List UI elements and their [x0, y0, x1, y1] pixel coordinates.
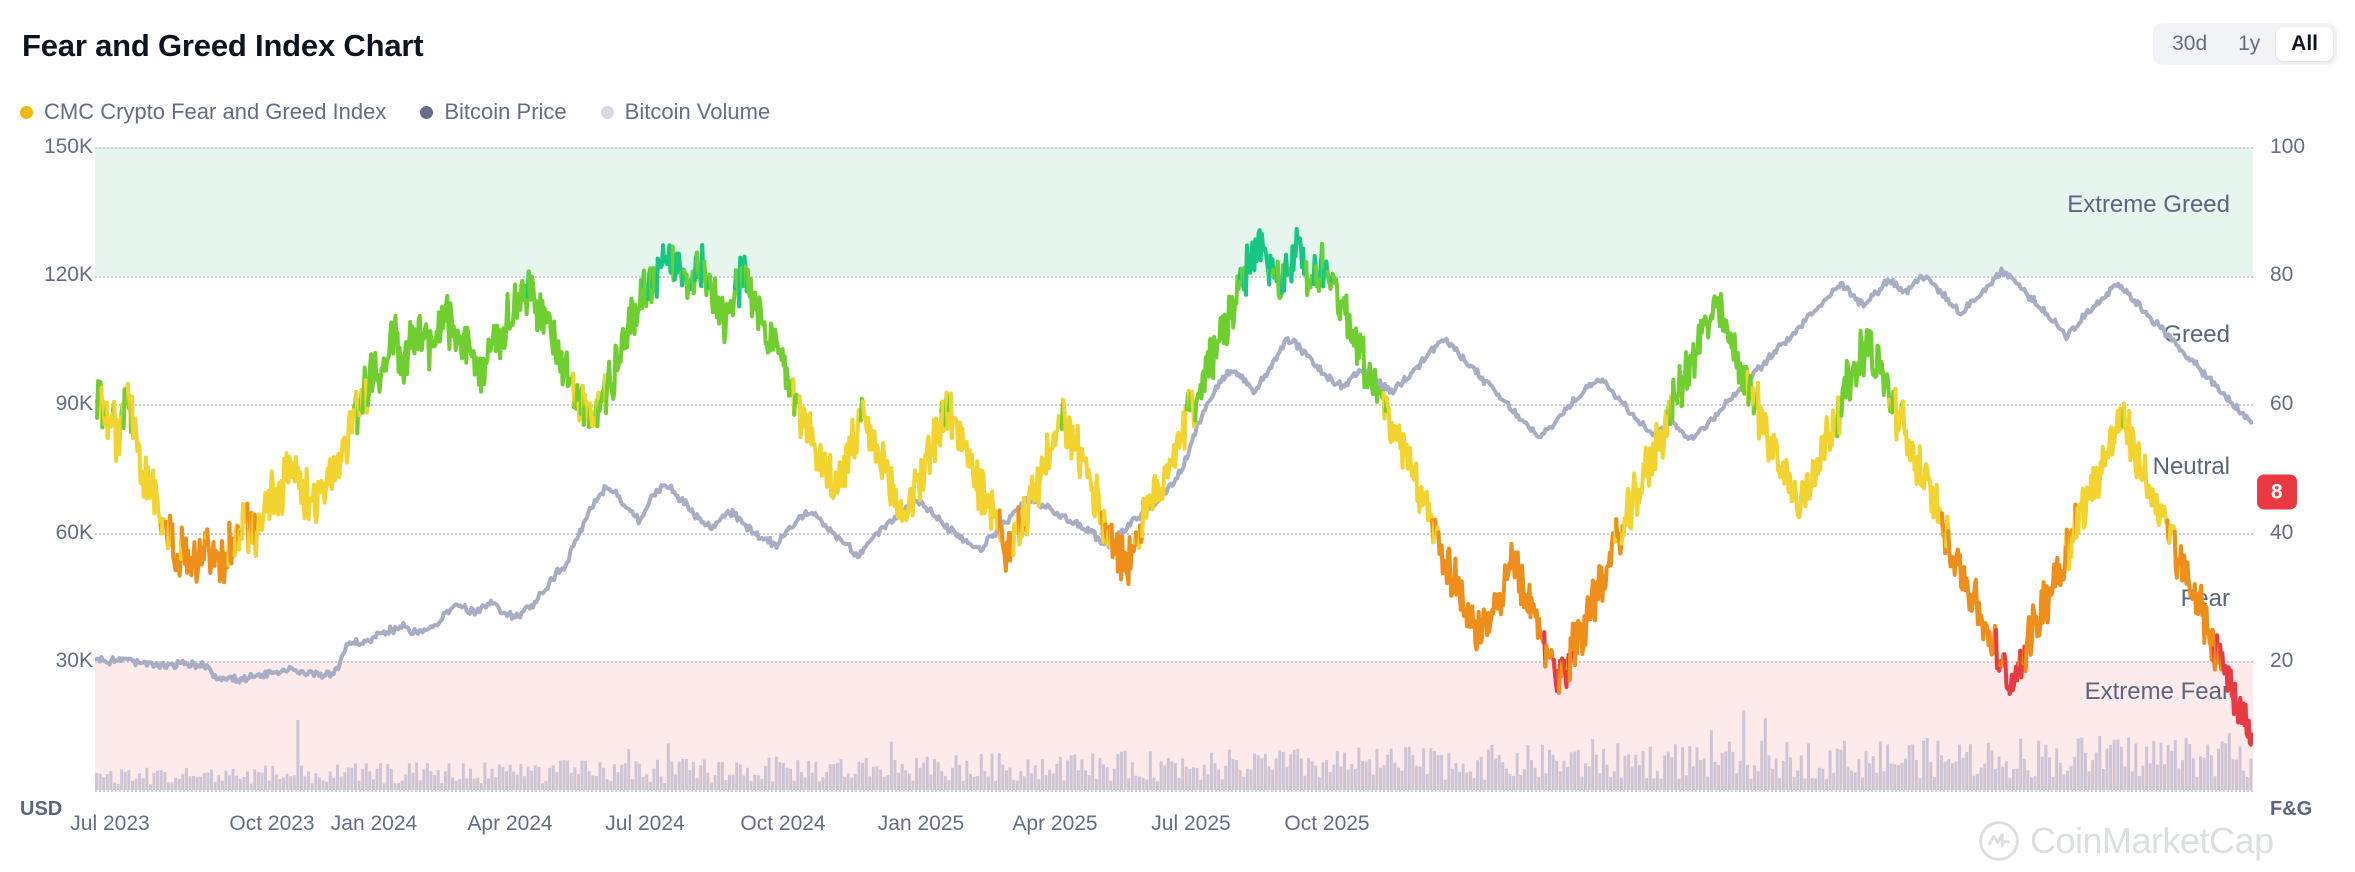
y-axis-right-tick: 20 — [2270, 649, 2294, 672]
legend-item-bitcoin-volume[interactable]: Bitcoin Volume — [600, 99, 771, 125]
y-axis-left-unit-label: USD — [20, 798, 63, 820]
x-axis-tick: Apr 2025 — [1012, 812, 1098, 835]
series-fear-greed-index — [95, 226, 2253, 747]
x-axis-tick: Oct 2024 — [740, 812, 826, 835]
range-button-1y[interactable]: 1y — [2222, 27, 2276, 61]
x-axis-tick: Oct 2023 — [229, 812, 315, 835]
gridline-40 — [95, 533, 2253, 535]
gridline-20 — [95, 661, 2253, 663]
series-bitcoin-volume — [95, 710, 2253, 790]
x-axis-tick: Apr 2024 — [467, 812, 553, 835]
y-axis-left-tick: 150K — [43, 135, 93, 158]
plot-area[interactable]: Extreme Greed Greed Neutral Fear Extreme… — [95, 147, 2253, 792]
page-title: Fear and Greed Index Chart — [22, 28, 424, 63]
x-axis-tick: Oct 2025 — [1284, 812, 1370, 835]
gridline-0 — [95, 790, 2253, 792]
legend-item-bitcoin-price[interactable]: Bitcoin Price — [420, 99, 567, 125]
y-axis-right-unit-label: F&G — [2270, 798, 2313, 820]
legend-label: Bitcoin Price — [444, 99, 567, 124]
y-axis-left-tick: 90K — [55, 392, 93, 415]
y-axis-right-tick: 60 — [2270, 392, 2294, 415]
y-axis-left-tick: 30K — [55, 649, 93, 672]
series-bitcoin-price — [95, 266, 2253, 685]
chart-series-svg — [95, 226, 2253, 790]
legend-label: Bitcoin Volume — [624, 99, 771, 124]
coinmarketcap-logo-icon — [1979, 821, 2019, 861]
chart-header: Fear and Greed Index Chart 30d 1y All — [0, 0, 2355, 95]
x-axis-tick: Jan 2025 — [877, 812, 965, 835]
y-axis-right-tick: 40 — [2270, 521, 2294, 544]
zone-band-extreme-greed — [95, 147, 2253, 276]
legend-dot-icon — [420, 105, 434, 119]
y-axis-left-tick: 120K — [43, 263, 93, 286]
range-button-all[interactable]: All — [2276, 27, 2333, 61]
watermark-text: CoinMarketCap — [2030, 820, 2274, 861]
legend-dot-icon — [600, 105, 614, 119]
x-axis-tick: Jul 2024 — [605, 812, 685, 835]
legend-item-fear-greed-index[interactable]: CMC Crypto Fear and Greed Index — [20, 99, 386, 125]
current-value-badge: 8 — [2257, 474, 2297, 510]
range-toggle-group[interactable]: 30d 1y All — [2153, 23, 2337, 65]
y-axis-right-tick: 80 — [2270, 263, 2294, 286]
gridline-80 — [95, 276, 2253, 278]
range-button-30d[interactable]: 30d — [2157, 27, 2222, 61]
legend-dot-icon — [20, 105, 33, 119]
gridline-60 — [95, 404, 2253, 406]
x-axis-tick: Jul 2023 — [70, 812, 150, 835]
x-axis-tick: Jan 2024 — [330, 812, 418, 835]
gridline-100 — [95, 147, 2253, 149]
legend-label: CMC Crypto Fear and Greed Index — [44, 99, 387, 124]
chart-legend: CMC Crypto Fear and Greed Index Bitcoin … — [20, 98, 770, 126]
chart-canvas-area[interactable]: 150K 120K 90K 60K 30K USD 100 80 60 40 2… — [0, 135, 2355, 872]
x-axis-tick: Jul 2025 — [1151, 812, 1231, 835]
y-axis-left-tick: 60K — [55, 521, 93, 544]
y-axis-right-tick: 100 — [2270, 135, 2306, 158]
coinmarketcap-watermark: CoinMarketCap — [1978, 820, 2274, 862]
